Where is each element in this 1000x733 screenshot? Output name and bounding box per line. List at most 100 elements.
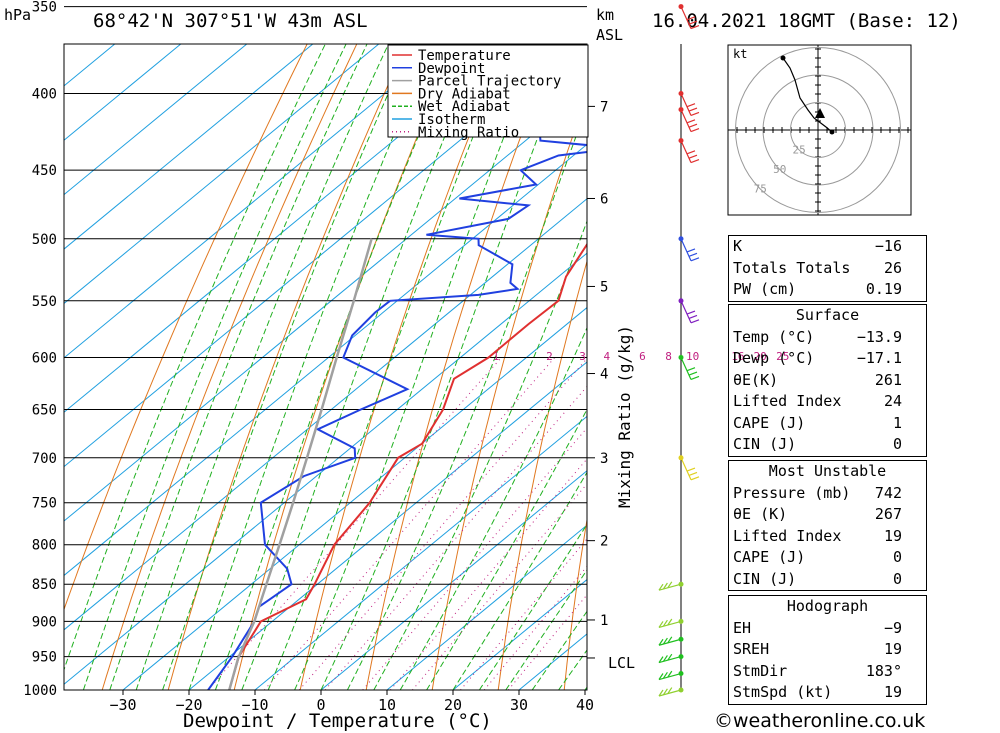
hodograph-stat-key: SREH xyxy=(733,640,770,658)
most-unstable-row: θE (K) 267 xyxy=(729,504,926,526)
isotherm-line xyxy=(64,44,512,413)
isotherm-line xyxy=(64,44,446,359)
pressure-tick-label: 1000 xyxy=(23,683,57,699)
wind-barb-feather xyxy=(662,688,668,696)
wind-barb-feather xyxy=(658,673,664,680)
hodograph-stat-row: StmSpd (kt) 19 xyxy=(729,682,926,704)
wind-barb-feather xyxy=(662,637,668,645)
most-unstable-value: 0 xyxy=(892,569,902,588)
index-key: PW (cm) xyxy=(733,280,797,298)
hodograph-trace xyxy=(782,57,833,133)
wind-barb-feather xyxy=(690,128,700,133)
wind-barb-staff xyxy=(680,238,692,262)
asl-unit: ASL xyxy=(596,26,623,44)
isotherm-line xyxy=(64,44,116,87)
surface-row: CAPE (J) 1 xyxy=(729,413,926,435)
surface-row: θE(K) 261 xyxy=(729,370,926,392)
wind-barb-staff xyxy=(680,357,692,380)
surface-key: CAPE (J) xyxy=(733,413,806,432)
most-unstable-row: CIN (J) 0 xyxy=(729,569,926,591)
pressure-tick-label: 700 xyxy=(32,451,57,467)
temp-tick-label: 20 xyxy=(444,696,462,714)
most-unstable-row: Lifted Index 19 xyxy=(729,526,926,548)
km-tick-label: 7 xyxy=(600,99,608,115)
most-unstable-value: 19 xyxy=(883,526,902,545)
mixing-ratio-label: 10 xyxy=(686,350,699,363)
wind-barb-feather xyxy=(690,375,700,381)
most-unstable-value: 0 xyxy=(892,548,902,566)
wind-barb-staff xyxy=(680,457,692,481)
mixing-ratio-label: 8 xyxy=(665,350,672,363)
isotherm-line xyxy=(188,361,587,690)
wet-adiabat-line xyxy=(426,408,587,690)
datetime-title: 16.04.2021 18GMT (Base: 12) xyxy=(652,10,961,32)
km-tick-label: 5 xyxy=(600,279,608,295)
most-unstable-key: θE (K) xyxy=(733,505,788,523)
isotherm-line xyxy=(386,524,587,690)
index-value: 26 xyxy=(883,258,902,277)
wind-barb-feather xyxy=(688,371,698,376)
temp-tick-label: −10 xyxy=(241,696,268,714)
lcl-label: LCL xyxy=(608,654,635,672)
dry-adiabat-line xyxy=(64,44,308,611)
pressure-tick-label: 750 xyxy=(32,496,57,512)
pressure-tick-label: 900 xyxy=(32,614,57,630)
wind-barb-feather xyxy=(686,103,696,108)
pressure-tick-label: 450 xyxy=(32,163,57,179)
hodograph-stat-value: 183° xyxy=(865,661,902,680)
most-unstable-row: Pressure (mb) 742 xyxy=(729,483,926,505)
hodograph: kt 25 50 75 xyxy=(727,44,912,216)
dry-adiabat-line xyxy=(101,44,358,690)
hodograph-stat-value: −9 xyxy=(883,618,902,637)
wind-barb-feather xyxy=(667,636,673,644)
hodograph-stat-row: StmDir 183° xyxy=(729,661,926,683)
wind-barb-feather xyxy=(690,159,700,164)
hodograph-ring-label: 25 xyxy=(793,143,806,156)
wind-barb-staff xyxy=(680,6,692,29)
pressure-tick-label: 850 xyxy=(32,577,57,593)
dry-adiabat-line xyxy=(955,0,1000,690)
mixing-ratio-label: 16 xyxy=(731,350,744,363)
hodograph-ring xyxy=(735,47,901,213)
mixing-ratio-label: 2 xyxy=(546,350,553,363)
wind-barb-staff xyxy=(658,620,682,628)
legend-label: Parcel Trajectory xyxy=(418,74,561,90)
legend-label: Temperature xyxy=(418,48,511,64)
isotherm-line xyxy=(64,198,587,631)
most-unstable-key: CAPE (J) xyxy=(733,548,806,566)
profile-series xyxy=(207,83,587,690)
km-unit: km xyxy=(596,6,614,24)
legend-label: Isotherm xyxy=(418,112,485,128)
legend-box xyxy=(387,44,589,138)
wind-barb-feather xyxy=(686,16,696,21)
hodograph-ring-label: 75 xyxy=(754,182,767,195)
wind-barb-feather xyxy=(662,582,668,590)
surface-value: −17.1 xyxy=(856,349,902,367)
wind-barb-feather xyxy=(690,257,700,262)
surface-value: 261 xyxy=(874,370,902,389)
surface-key: CIN (J) xyxy=(733,435,797,453)
isotherm-line xyxy=(64,252,587,685)
temp-tick-label: 10 xyxy=(378,696,396,714)
wind-barb-staff xyxy=(680,109,692,132)
mixing-ratio-line xyxy=(412,483,587,690)
surface-key: Dewp (°C) xyxy=(733,349,815,367)
wind-barb-feather xyxy=(662,619,668,627)
hodograph-ring-label: 50 xyxy=(773,163,786,176)
indices-table: K −16 Totals Totals 26 PW (cm) 0.19 xyxy=(728,235,927,302)
dry-adiabat-line xyxy=(497,259,587,690)
surface-value: 1 xyxy=(892,413,902,432)
wind-barb-feather xyxy=(658,621,664,628)
surface-value: −13.9 xyxy=(856,327,902,346)
temperature-line xyxy=(228,242,587,690)
surface-row: CIN (J) 0 xyxy=(729,434,926,456)
x-axis-label: Dewpoint / Temperature (°C) xyxy=(183,710,492,732)
isotherm-line xyxy=(64,143,587,577)
temp-tick-label: −30 xyxy=(109,696,136,714)
index-key: K xyxy=(733,237,743,255)
parcel-trajectory-line xyxy=(228,238,373,690)
wet-adiabat-line xyxy=(64,44,326,672)
surface-row: Dewp (°C) −17.1 xyxy=(729,348,926,370)
index-key: Totals Totals xyxy=(733,258,851,277)
wind-barb-feather xyxy=(690,319,700,324)
